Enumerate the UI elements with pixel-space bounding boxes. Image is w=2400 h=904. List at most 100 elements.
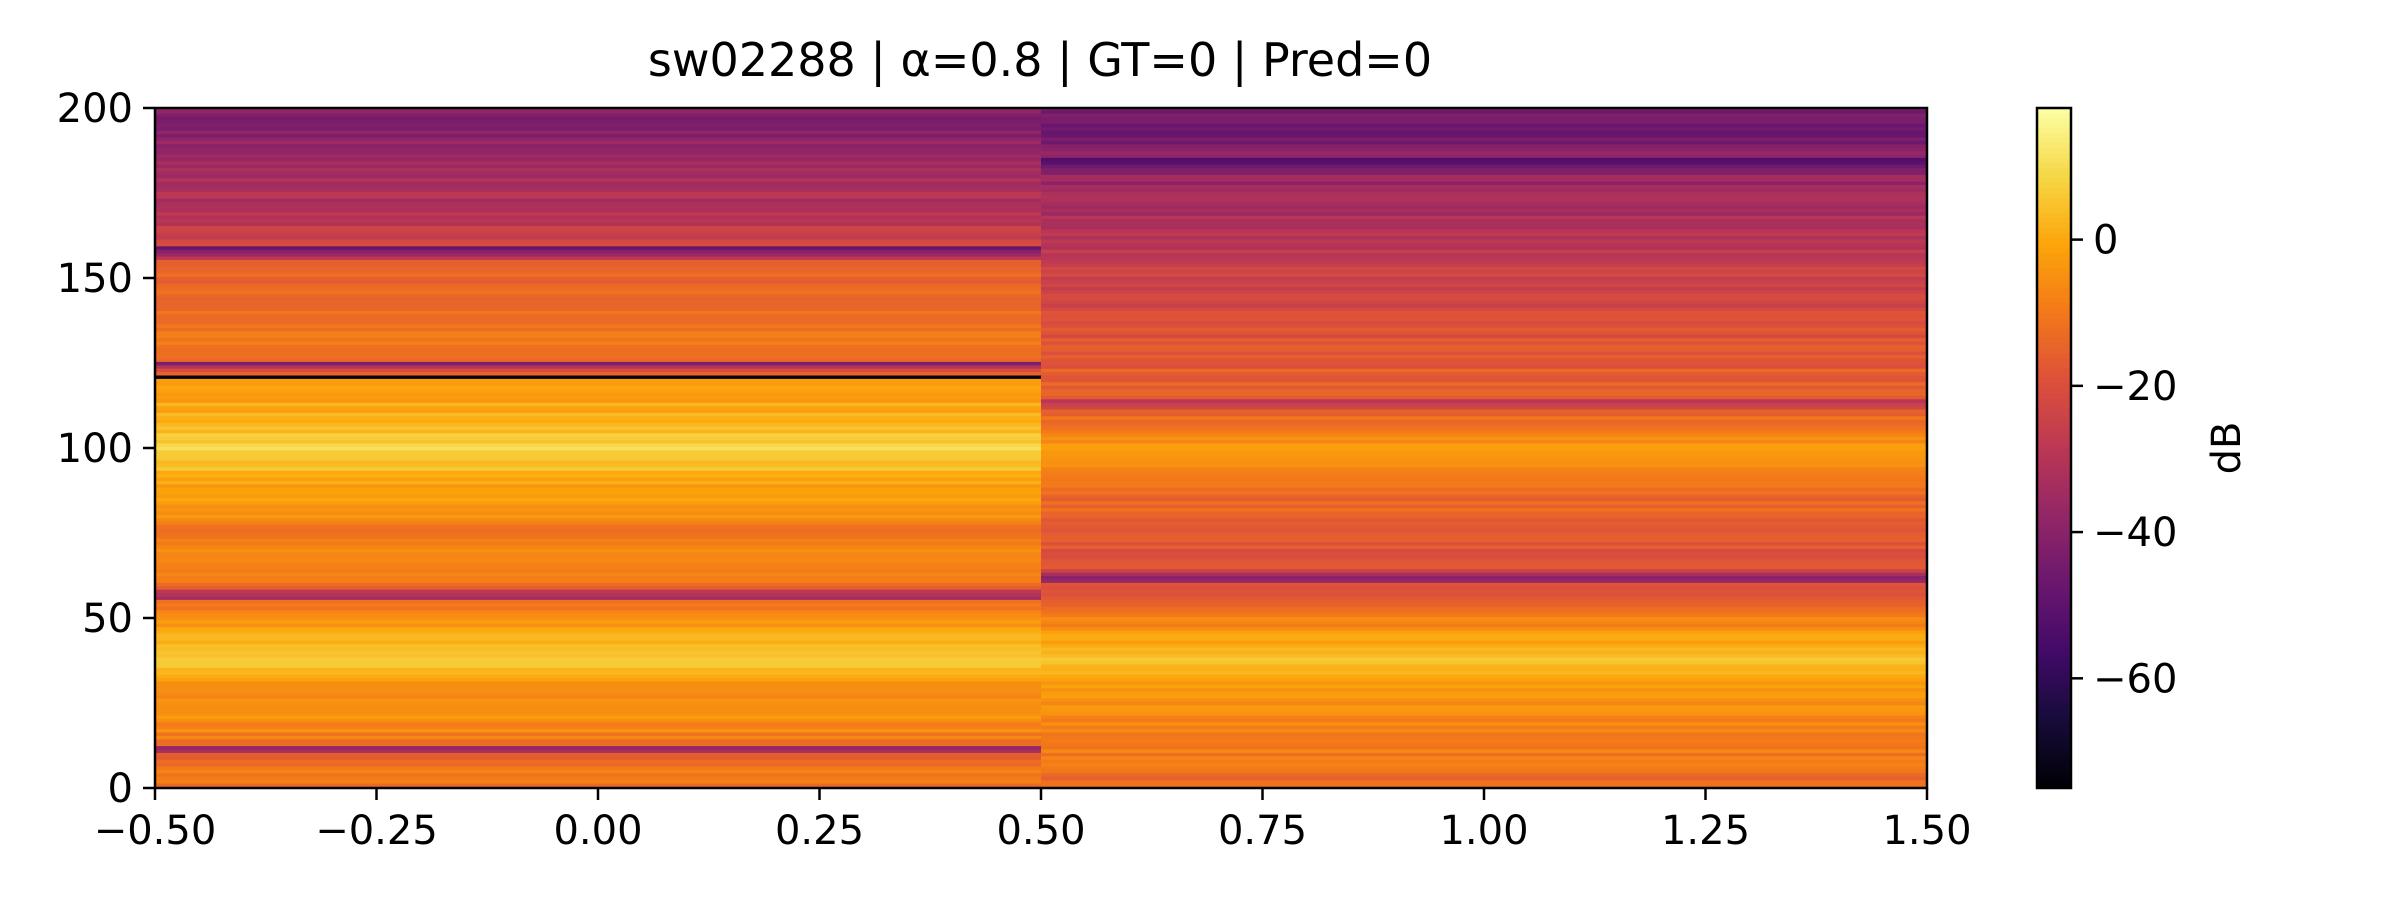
heatmap-cell	[1041, 204, 1928, 209]
heatmap-cell	[1041, 521, 1928, 526]
heatmap-cell	[155, 510, 1042, 515]
heatmap-cell	[1041, 238, 1928, 243]
heatmap-cell	[1041, 609, 1928, 614]
heatmap-cell	[1041, 589, 1928, 594]
heatmap-cell	[1041, 473, 1928, 478]
heatmap-cell	[155, 300, 1042, 305]
heatmap-cell	[1041, 208, 1928, 213]
colorbar-swatch	[2037, 568, 2071, 574]
colorbar: 0 −20 −40 −60 dB	[2035, 106, 2250, 790]
colorbar-swatch	[2037, 528, 2071, 534]
heatmap-cell	[155, 660, 1042, 665]
heatmap-cell	[1041, 119, 1928, 124]
heatmap-cell	[1041, 354, 1928, 359]
heatmap-cell	[155, 218, 1042, 223]
heatmap-cell	[155, 534, 1042, 539]
heatmap-cell	[155, 361, 1042, 366]
colorbar-swatch	[2037, 248, 2071, 254]
heatmap-cell	[155, 633, 1042, 638]
colorbar-swatch	[2037, 518, 2071, 524]
heatmap-cell	[1041, 548, 1928, 553]
heatmap-cell	[155, 419, 1042, 424]
heatmap-cell	[155, 157, 1042, 162]
colorbar-swatch	[2037, 148, 2071, 154]
heatmap-cell	[155, 565, 1042, 570]
colorbar-swatch	[2037, 408, 2071, 414]
colorbar-swatch	[2037, 238, 2071, 244]
heatmap-cell	[1041, 439, 1928, 444]
colorbar-swatch	[2037, 203, 2071, 209]
heatmap-cell	[155, 497, 1042, 502]
colorbar-swatch	[2037, 398, 2071, 404]
heatmap-cell	[155, 235, 1042, 240]
heatmap-cell	[1041, 738, 1928, 743]
heatmap-cell	[1041, 340, 1928, 345]
heatmap-cell	[155, 606, 1042, 611]
heatmap-cell	[155, 133, 1042, 138]
heatmap-cell	[1041, 483, 1928, 488]
heatmap-cell	[155, 619, 1042, 624]
heatmap-cell	[1041, 599, 1928, 604]
heatmap-cell	[1041, 170, 1928, 175]
heatmap-cell	[1041, 327, 1928, 332]
heatmap-cell	[1041, 742, 1928, 747]
colorbar-swatch	[2037, 473, 2071, 479]
heatmap-cell	[155, 439, 1042, 444]
heatmap-cell	[1041, 752, 1928, 757]
heatmap-cell	[155, 208, 1042, 213]
heatmap-cell	[155, 215, 1042, 220]
heatmap-cell	[1041, 415, 1928, 420]
heatmap-cell	[155, 504, 1042, 509]
heatmap-cell	[155, 228, 1042, 233]
heatmap-cell	[1041, 164, 1928, 169]
heatmap-cell	[1041, 395, 1928, 400]
heatmap-cell	[1041, 453, 1928, 458]
heatmap-cell	[1041, 232, 1928, 237]
heatmap-cell	[155, 116, 1042, 121]
heatmap-cell	[1041, 531, 1928, 536]
colorbar-swatch	[2037, 353, 2071, 359]
heatmap-cell	[1041, 123, 1928, 128]
colorbar-swatch	[2037, 683, 2071, 689]
colorbar-swatch	[2037, 348, 2071, 354]
heatmap-cell	[155, 364, 1042, 369]
colorbar-swatch	[2037, 358, 2071, 364]
heatmap-cell	[155, 782, 1042, 787]
heatmap-cell	[1041, 493, 1928, 498]
colorbar-swatch	[2037, 108, 2071, 114]
heatmap-cell	[155, 371, 1042, 376]
heatmap-cell	[1041, 745, 1928, 750]
heatmap-cell	[1041, 378, 1928, 383]
heatmap-cell	[1041, 408, 1928, 413]
heatmap-cell	[155, 517, 1042, 522]
colorbar-swatch	[2037, 628, 2071, 634]
heatmap-cell	[1041, 776, 1928, 781]
heatmap-cell	[1041, 286, 1928, 291]
heatmap-cell	[155, 629, 1042, 634]
heatmap-cell	[1041, 497, 1928, 502]
colorbar-swatch	[2037, 173, 2071, 179]
heatmap-cell	[155, 262, 1042, 267]
colorbar-swatch	[2037, 298, 2071, 304]
heatmap-cell	[1041, 725, 1928, 730]
heatmap-cell	[1041, 259, 1928, 264]
x-tick-label: 0.25	[775, 808, 864, 854]
heatmap-cell	[155, 252, 1042, 257]
heatmap-cell	[1041, 718, 1928, 723]
heatmap-cell	[1041, 347, 1928, 352]
heatmap-cell	[155, 378, 1042, 383]
colorbar-swatch	[2037, 648, 2071, 654]
colorbar-swatch	[2037, 673, 2071, 679]
colorbar-swatch	[2037, 113, 2071, 119]
heatmap-cell	[1041, 126, 1928, 131]
heatmap-cell	[1041, 558, 1928, 563]
heatmap-cell	[155, 249, 1042, 254]
y-tick-label: 0	[108, 766, 133, 812]
heatmap-cell	[155, 174, 1042, 179]
colorbar-swatch	[2037, 293, 2071, 299]
colorbar-swatch	[2037, 268, 2071, 274]
heatmap-cell	[155, 555, 1042, 560]
heatmap-cell	[1041, 320, 1928, 325]
colorbar-swatch	[2037, 283, 2071, 289]
